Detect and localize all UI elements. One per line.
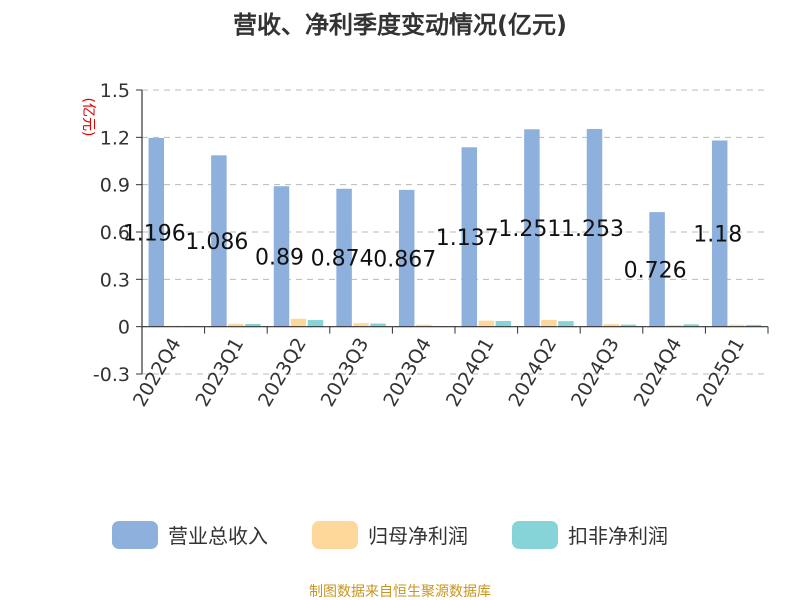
x-tick-label: 2025Q1 xyxy=(692,334,749,410)
bar xyxy=(336,188,352,327)
bar xyxy=(620,324,637,327)
y-tick-label: 1.2 xyxy=(100,127,130,149)
bar xyxy=(353,323,369,327)
data-label: 1.137 xyxy=(436,226,499,251)
legend: 营业总收入 归母净利润 扣非净利润 xyxy=(112,521,668,549)
bar xyxy=(245,323,261,327)
y-axis-label: (亿元) xyxy=(80,98,96,137)
legend-label: 营业总收入 xyxy=(168,524,268,548)
bar xyxy=(273,186,290,327)
x-tick-label: 2023Q2 xyxy=(254,334,311,410)
x-tick-label: 2024Q1 xyxy=(442,334,499,410)
bar xyxy=(495,320,512,327)
legend-swatch xyxy=(312,521,358,549)
bar xyxy=(586,128,603,327)
bar xyxy=(603,324,620,327)
bar xyxy=(370,323,386,327)
x-tick-label: 2023Q3 xyxy=(317,334,374,410)
data-label: 1.086 xyxy=(185,230,248,255)
bar xyxy=(745,324,762,327)
data-label: 1.251 xyxy=(498,217,561,242)
bar xyxy=(728,324,745,327)
y-tick-label: 0.9 xyxy=(100,175,130,197)
source-note: 制图数据来自恒生聚源数据库 xyxy=(309,584,491,600)
data-label: 1.196 xyxy=(123,221,186,246)
data-label: 0.874 xyxy=(311,247,374,272)
x-tick-label: 2023Q1 xyxy=(191,334,248,410)
y-tick-label: 1.5 xyxy=(100,80,130,102)
y-axis-ticks: -0.3 0 0.3 0.6 0.9 1.2 1.5 xyxy=(93,80,142,386)
data-label: 0.89 xyxy=(255,245,304,270)
bar xyxy=(148,137,165,327)
data-label: 0.726 xyxy=(624,258,687,283)
bar xyxy=(228,323,244,327)
x-tick-label: 2024Q2 xyxy=(504,334,561,410)
chart-title: 营收、净利季度变动情况(亿元) xyxy=(233,11,567,39)
data-label: 0.867 xyxy=(373,247,436,272)
bar xyxy=(649,212,665,327)
x-tick-label: 2022Q4 xyxy=(129,334,186,410)
bar xyxy=(307,320,324,327)
legend-label: 归母净利润 xyxy=(368,524,468,548)
x-tick-label: 2024Q3 xyxy=(567,334,624,410)
bar xyxy=(290,318,307,327)
bar xyxy=(461,147,478,327)
data-label: 1.18 xyxy=(693,223,742,248)
bar xyxy=(683,324,699,327)
legend-swatch xyxy=(112,521,158,549)
x-axis-ticks: 2022Q4 2023Q1 2023Q2 2023Q3 2023Q4 2024Q1 2024… xyxy=(129,326,769,410)
bar xyxy=(478,320,495,327)
bar xyxy=(711,140,728,327)
bar xyxy=(415,324,432,327)
bar xyxy=(541,320,557,327)
y-tick-label: -0.3 xyxy=(93,364,130,386)
x-tick-label: 2024Q4 xyxy=(630,334,687,410)
bar xyxy=(558,321,574,327)
bars xyxy=(148,128,762,328)
legend-swatch xyxy=(512,521,558,549)
legend-label: 扣非净利润 xyxy=(568,524,668,548)
y-tick-label: 0.6 xyxy=(100,222,130,244)
bar xyxy=(398,189,415,327)
data-label: 1.253 xyxy=(561,217,624,242)
bar xyxy=(524,129,540,327)
x-tick-label: 2023Q4 xyxy=(379,334,436,410)
bar xyxy=(211,155,227,327)
y-tick-label: 0.3 xyxy=(100,269,130,291)
bar xyxy=(666,325,682,327)
y-tick-label: 0 xyxy=(118,317,130,339)
